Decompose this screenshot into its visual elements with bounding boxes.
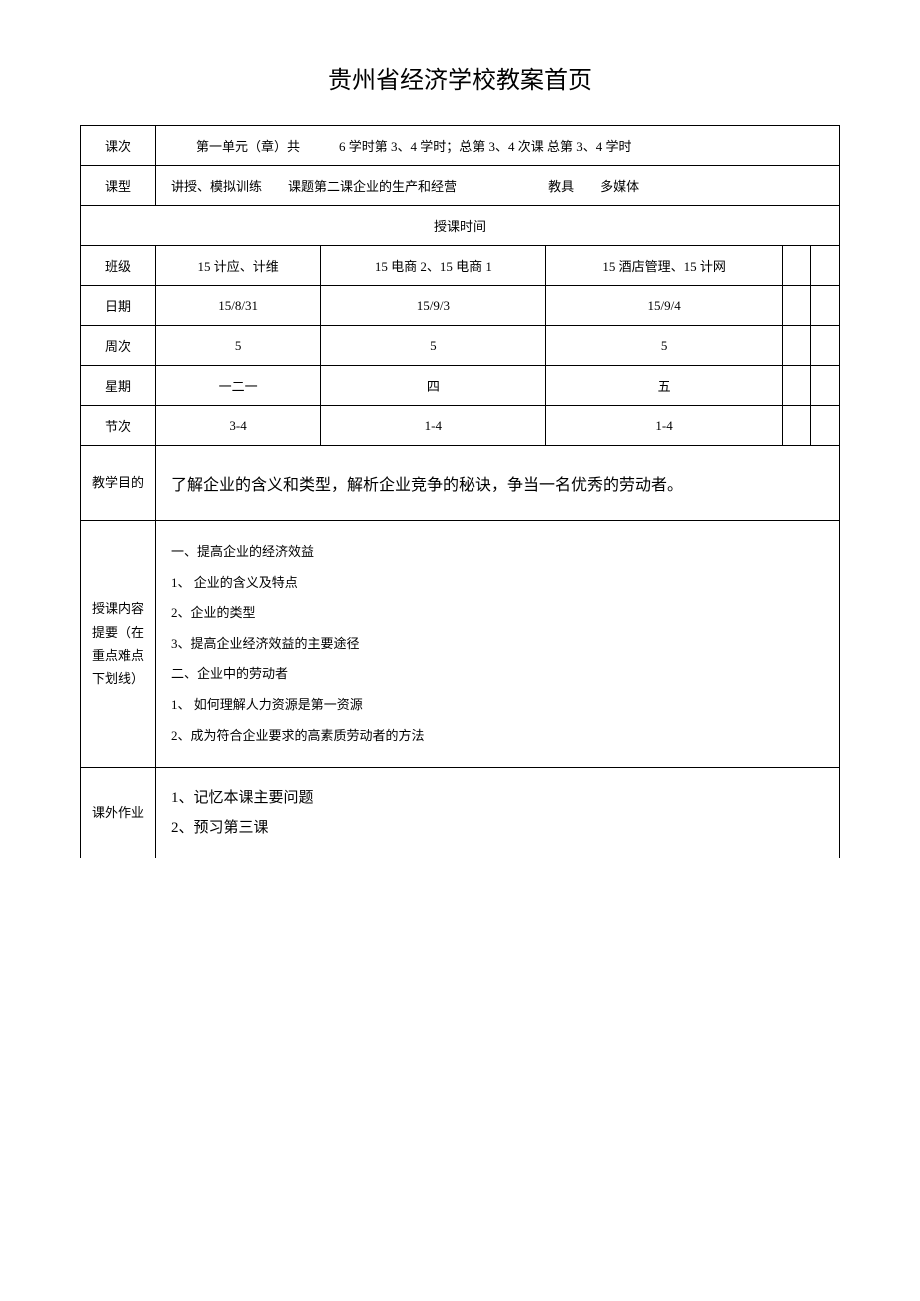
date-col-3 <box>782 286 811 326</box>
row-lesson-type: 课型 讲授、模拟训练 课题第二课企业的生产和经营 教具 多媒体 <box>81 166 840 206</box>
period-col-4 <box>811 406 840 446</box>
lesson-plan-table: 课次 第一单元（章）共 6 学时第 3、4 学时；总第 3、4 次课 总第 3、… <box>80 125 840 858</box>
weekday-col-2: 五 <box>546 366 782 406</box>
section1-heading: 一、提高企业的经济效益 <box>171 538 824 567</box>
date-col-0: 15/8/31 <box>156 286 321 326</box>
weekday-col-0: 一二一 <box>156 366 321 406</box>
section2-heading: 二、企业中的劳动者 <box>171 660 824 689</box>
value-lesson-type: 讲授、模拟训练 课题第二课企业的生产和经营 教具 多媒体 <box>156 166 840 206</box>
weekday-col-4 <box>811 366 840 406</box>
label-weekday: 星期 <box>81 366 156 406</box>
period-col-2: 1-4 <box>546 406 782 446</box>
row-lesson-number: 课次 第一单元（章）共 6 学时第 3、4 学时；总第 3、4 次课 总第 3、… <box>81 126 840 166</box>
tool-label: 教具 <box>548 179 574 194</box>
label-date: 日期 <box>81 286 156 326</box>
section2-item-1: 2、成为符合企业要求的高素质劳动者的方法 <box>171 722 824 751</box>
value-lesson-number: 第一单元（章）共 6 学时第 3、4 学时；总第 3、4 次课 总第 3、4 学… <box>156 126 840 166</box>
value-homework: 1、记忆本课主要问题 2、预习第三课 <box>156 768 840 859</box>
label-class: 班级 <box>81 246 156 286</box>
label-lecture-time: 授课时间 <box>81 206 840 246</box>
value-objective: 了解企业的含义和类型，解析企业竞争的秘诀，争当一名优秀的劳动者。 <box>156 446 840 521</box>
row-class: 班级 15 计应、计维 15 电商 2、15 电商 1 15 酒店管理、15 计… <box>81 246 840 286</box>
week-col-0: 5 <box>156 326 321 366</box>
label-homework: 课外作业 <box>81 768 156 859</box>
section1-item-2: 3、提高企业经济效益的主要途径 <box>171 630 824 659</box>
weekday-col-1: 四 <box>321 366 546 406</box>
label-lesson-number: 课次 <box>81 126 156 166</box>
date-col-4 <box>811 286 840 326</box>
label-lesson-type: 课型 <box>81 166 156 206</box>
tool-value: 多媒体 <box>600 179 639 194</box>
week-col-3 <box>782 326 811 366</box>
row-lecture-time: 授课时间 <box>81 206 840 246</box>
value-content-outline: 一、提高企业的经济效益 1、 企业的含义及特点 2、企业的类型 3、提高企业经济… <box>156 521 840 768</box>
row-date: 日期 15/8/31 15/9/3 15/9/4 <box>81 286 840 326</box>
label-period: 节次 <box>81 406 156 446</box>
row-week: 周次 5 5 5 <box>81 326 840 366</box>
page-title: 贵州省经济学校教案首页 <box>80 60 840 95</box>
row-homework: 课外作业 1、记忆本课主要问题 2、预习第三课 <box>81 768 840 859</box>
homework-item-0: 1、记忆本课主要问题 <box>171 783 824 813</box>
topic-label: 课题 <box>288 179 314 194</box>
class-col-1: 15 电商 2、15 电商 1 <box>321 246 546 286</box>
period-col-3 <box>782 406 811 446</box>
label-objective: 教学目的 <box>81 446 156 521</box>
section1-item-0: 1、 企业的含义及特点 <box>171 569 824 598</box>
topic-value: 第二课企业的生产和经营 <box>314 179 457 194</box>
week-col-4 <box>811 326 840 366</box>
week-col-1: 5 <box>321 326 546 366</box>
label-content-outline: 授课内容提要（在重点难点下划线） <box>81 521 156 768</box>
week-col-2: 5 <box>546 326 782 366</box>
class-col-3 <box>782 246 811 286</box>
class-col-0: 15 计应、计维 <box>156 246 321 286</box>
section1-item-1: 2、企业的类型 <box>171 599 824 628</box>
label-week: 周次 <box>81 326 156 366</box>
date-col-1: 15/9/3 <box>321 286 546 326</box>
date-col-2: 15/9/4 <box>546 286 782 326</box>
period-col-1: 1-4 <box>321 406 546 446</box>
row-weekday: 星期 一二一 四 五 <box>81 366 840 406</box>
type-value: 讲授、模拟训练 <box>171 179 262 194</box>
row-objective: 教学目的 了解企业的含义和类型，解析企业竞争的秘诀，争当一名优秀的劳动者。 <box>81 446 840 521</box>
section2-item-0: 1、 如何理解人力资源是第一资源 <box>171 691 824 720</box>
class-col-4 <box>811 246 840 286</box>
row-content-outline: 授课内容提要（在重点难点下划线） 一、提高企业的经济效益 1、 企业的含义及特点… <box>81 521 840 768</box>
weekday-col-3 <box>782 366 811 406</box>
row-period: 节次 3-4 1-4 1-4 <box>81 406 840 446</box>
homework-item-1: 2、预习第三课 <box>171 813 824 843</box>
class-col-2: 15 酒店管理、15 计网 <box>546 246 782 286</box>
period-col-0: 3-4 <box>156 406 321 446</box>
